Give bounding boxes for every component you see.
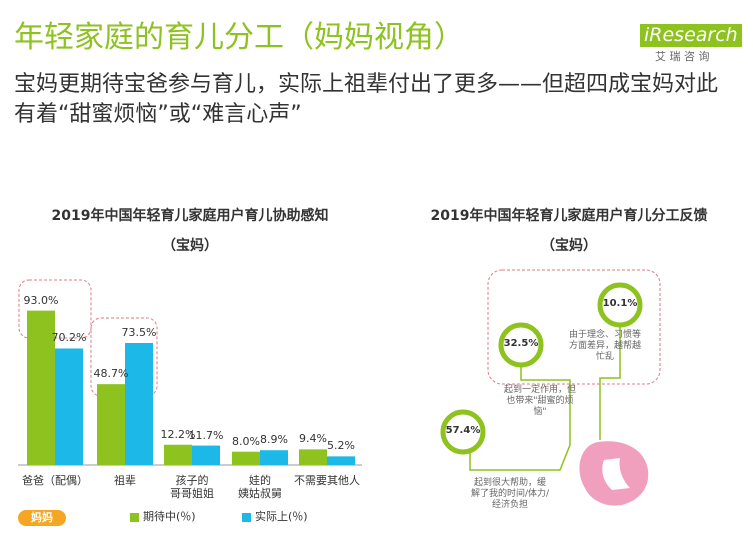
- x-tick-label: 爸爸（配偶）: [22, 474, 88, 487]
- logo: iResearch: [640, 24, 742, 47]
- x-tick-label: 不需要其他人: [294, 474, 360, 487]
- x-tick-label: 祖辈: [114, 474, 136, 487]
- chart-title: 2019年中国年轻育儿家庭用户育儿协助感知: [51, 208, 329, 224]
- value-label: 11.7%: [188, 428, 224, 442]
- description: 起到很大帮助，缓解了我的时间/体力/经济负担: [470, 478, 550, 510]
- description: 起到一定作用，但也带来"甜蜜的烦恼": [503, 385, 576, 417]
- value-label: 8.9%: [260, 433, 288, 447]
- highlight: [487, 269, 661, 385]
- chart-title: 2019年中国年轻育儿家庭用户育儿分工反馈: [430, 208, 708, 224]
- connector: [599, 327, 621, 440]
- chart-subtitle: （宝妈）: [162, 238, 218, 254]
- bar: [55, 348, 83, 465]
- bar: [125, 342, 153, 465]
- value-label: 73.5%: [121, 325, 157, 339]
- value-label: 70.2%: [51, 331, 87, 345]
- bar: [327, 456, 355, 465]
- legend-label: 实际上(％): [255, 510, 308, 523]
- connector: [469, 444, 571, 471]
- highlight: [90, 317, 158, 397]
- bar: [164, 444, 192, 465]
- value-label: 48.7%: [93, 367, 129, 381]
- bar: [260, 450, 288, 465]
- description: 由于理念、习惯等方面差异，越帮越忙乱: [568, 330, 641, 362]
- value-label: 12.2%: [160, 427, 196, 441]
- bar: [97, 384, 125, 465]
- ring: [440, 409, 486, 455]
- x-tick-label: 孩子的 哥哥姐姐: [170, 474, 214, 501]
- bar: [192, 445, 220, 465]
- value-label: 8.0%: [232, 434, 260, 448]
- value-label: 32.5%: [503, 338, 539, 349]
- bar: [232, 451, 260, 465]
- title: 年轻家庭的育儿分工（妈妈视角）: [14, 20, 464, 55]
- value-label: 5.2%: [327, 439, 355, 453]
- bar: [27, 310, 55, 465]
- mother-icon: [579, 441, 649, 506]
- ring: [597, 282, 643, 328]
- value-label: 9.4%: [299, 432, 327, 446]
- legend-label: 期待中(％): [143, 510, 196, 523]
- value-label: 93.0%: [23, 293, 59, 307]
- logo-cn: 艾 瑞 咨 询: [655, 50, 710, 63]
- bar: [299, 449, 327, 465]
- value-label: 57.4%: [445, 425, 481, 436]
- chart-subtitle: （宝妈）: [541, 238, 597, 254]
- subtitle: 宝妈更期待宝爸参与育儿，实际上祖辈付出了更多——但超四成宝妈对此有着“甜蜜烦恼”…: [14, 72, 719, 127]
- x-tick-label: 娃的 姨姑叔舅: [238, 474, 282, 501]
- ring: [498, 322, 544, 368]
- legend-swatch: [242, 513, 251, 522]
- legend-swatch: [130, 513, 139, 522]
- tag: 妈妈: [31, 511, 53, 524]
- connector: [520, 367, 571, 445]
- tag-bg: [18, 510, 66, 526]
- value-label: 10.1%: [602, 298, 638, 309]
